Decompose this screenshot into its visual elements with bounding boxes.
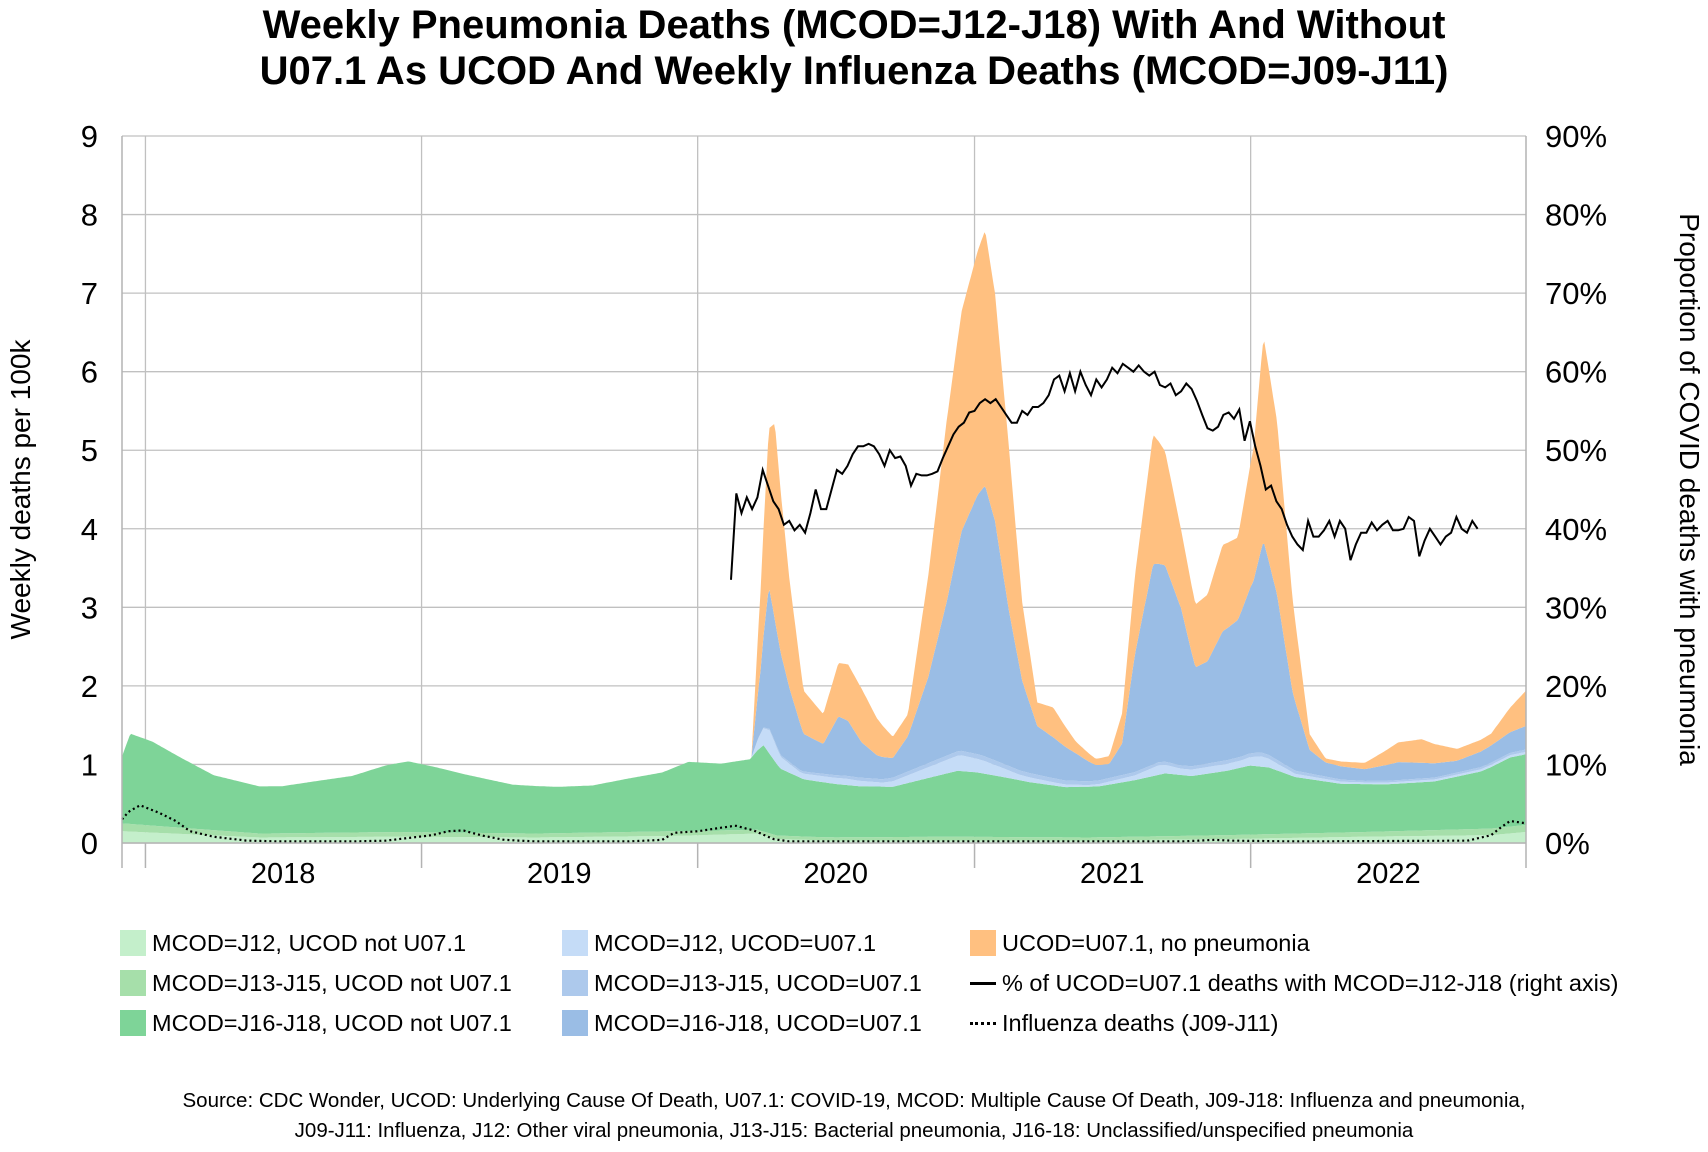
x-year-label: 2022 [1356,858,1421,890]
legend-label: % of UCOD=U07.1 deaths with MCOD=J12-J18… [1002,969,1619,996]
left-tick-label: 9 [81,119,98,154]
x-year-label: 2018 [251,858,316,890]
legend-item: MCOD=J12, UCOD not U07.1 [120,928,466,958]
source-line-2: J09-J11: Influenza, J12: Other viral pne… [294,1119,1414,1142]
legend-dotted-swatch [970,1021,996,1025]
area-series-4 [122,728,1526,788]
legend: MCOD=J12, UCOD not U07.1 MCOD=J12, UCOD=U… [120,928,1680,1058]
right-tick-label: 40% [1545,512,1607,547]
area-series-2 [122,823,1526,841]
legend-swatch [562,1010,588,1036]
influenza-line [121,804,1527,843]
legend-swatch [120,970,146,996]
chart-title-line-1: Weekly Pneumonia Deaths (MCOD=J12-J18) W… [262,3,1446,47]
right-tick-label: 80% [1545,198,1607,233]
legend-item: MCOD=J13-J15, UCOD not U07.1 [120,968,512,998]
left-tick-label: 3 [81,590,98,625]
y2-axis-title: Proportion of COVID deaths with pneumoni… [1674,213,1705,766]
area-series-6 [122,486,1526,787]
area-series-5 [122,727,1526,787]
legend-item: MCOD=J16-J18, UCOD not U07.1 [120,1008,512,1038]
legend-item: % of UCOD=U07.1 deaths with MCOD=J12-J18… [970,968,1618,998]
source-line-1: Source: CDC Wonder, UCOD: Underlying Cau… [182,1089,1526,1112]
legend-label: Influenza deaths (J09-J11) [1002,1009,1279,1036]
legend-item: UCOD=U07.1, no pneumonia [970,928,1310,958]
source-note: Source: CDC Wonder, UCOD: Underlying Cau… [0,1086,1708,1146]
right-tick-label: 60% [1545,355,1607,390]
legend-swatch [562,970,588,996]
legend-item: Influenza deaths (J09-J11) [970,1008,1279,1038]
legend-label: MCOD=J16-J18, UCOD not U07.1 [152,1009,512,1036]
right-tick-label: 50% [1545,433,1607,468]
legend-swatch [562,930,588,956]
legend-swatch [120,1010,146,1036]
stacked-areas [122,232,1526,843]
x-year-label: 2019 [527,858,592,890]
x-year-label: 2020 [803,858,868,890]
left-tick-label: 7 [81,276,98,311]
legend-label: MCOD=J13-J15, UCOD=U07.1 [594,969,922,996]
right-tick-label: 0% [1545,826,1590,861]
y-axis-title: Weekly deaths per 100k [5,339,36,640]
legend-label: UCOD=U07.1, no pneumonia [1002,929,1310,956]
left-tick-label: 5 [81,433,98,468]
area-series-1 [122,831,1526,843]
legend-item: MCOD=J16-J18, UCOD=U07.1 [562,1008,922,1038]
left-tick-label: 8 [81,198,98,233]
right-tick-label: 20% [1545,669,1607,704]
left-tick-label: 6 [81,355,98,390]
chart-title-line-2: U07.1 As UCOD And Weekly Influenza Death… [259,49,1449,93]
right-tick-label: 30% [1545,590,1607,625]
left-tick-label: 1 [81,747,98,782]
legend-label: MCOD=J12, UCOD=U07.1 [594,929,877,956]
legend-label: MCOD=J12, UCOD not U07.1 [152,929,467,956]
area-series-7 [122,232,1526,787]
legend-item: MCOD=J13-J15, UCOD=U07.1 [562,968,922,998]
legend-swatch [120,930,146,956]
legend-label: MCOD=J13-J15, UCOD not U07.1 [152,969,512,996]
right-tick-label: 70% [1545,276,1607,311]
left-tick-label: 0 [81,826,98,861]
left-tick-label: 2 [81,669,98,704]
chart-title: Weekly Pneumonia Deaths (MCOD=J12-J18) W… [0,2,1708,94]
area-series-3 [122,733,1526,838]
covid-pneumonia-pct-line [730,362,1479,580]
left-tick-label: 4 [81,512,98,547]
legend-line-swatch [970,981,996,985]
legend-swatch [970,930,996,956]
right-tick-label: 90% [1545,119,1607,154]
x-year-label: 2021 [1080,858,1145,890]
right-tick-label: 10% [1545,747,1607,782]
legend-item: MCOD=J12, UCOD=U07.1 [562,928,876,958]
legend-label: MCOD=J16-J18, UCOD=U07.1 [594,1009,922,1036]
